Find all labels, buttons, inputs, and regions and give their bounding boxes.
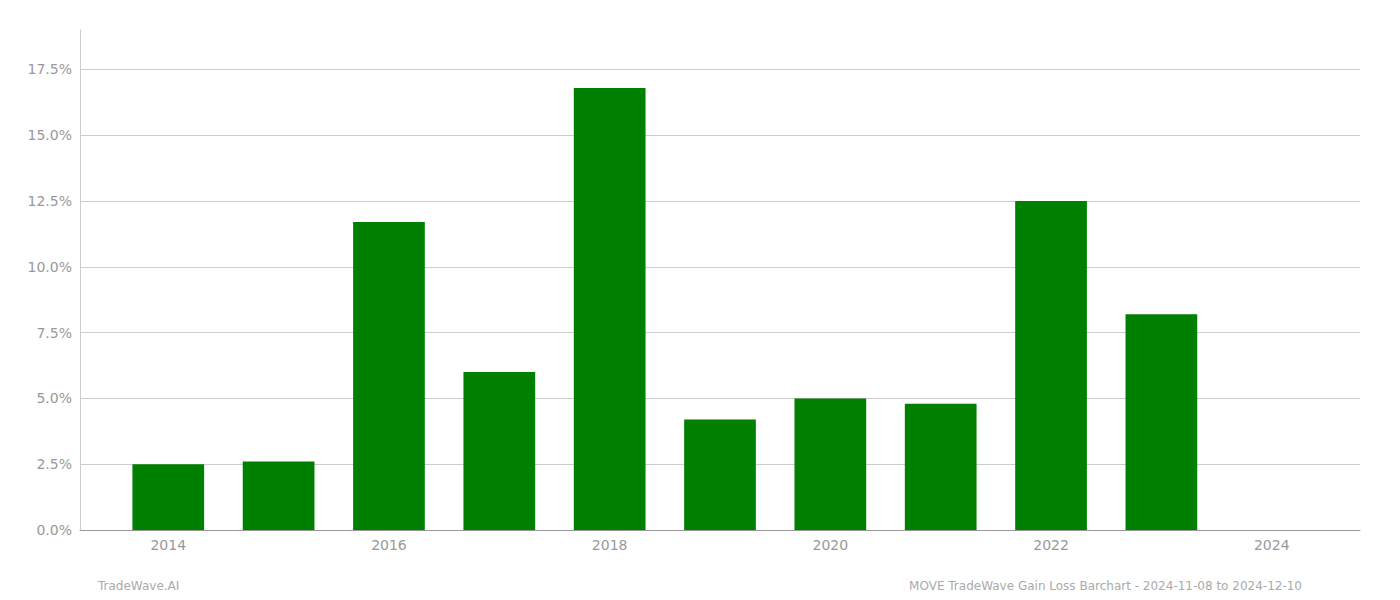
svg-text:2020: 2020 — [813, 537, 849, 553]
svg-text:2018: 2018 — [592, 537, 628, 553]
svg-text:MOVE TradeWave Gain Loss Barch: MOVE TradeWave Gain Loss Barchart - 2024… — [909, 579, 1302, 593]
svg-text:2016: 2016 — [371, 537, 407, 553]
svg-text:10.0%: 10.0% — [28, 259, 72, 275]
svg-text:0.0%: 0.0% — [36, 522, 72, 538]
svg-text:TradeWave.AI: TradeWave.AI — [97, 579, 179, 593]
svg-text:2014: 2014 — [150, 537, 186, 553]
svg-text:5.0%: 5.0% — [36, 390, 72, 406]
svg-text:2024: 2024 — [1254, 537, 1290, 553]
svg-text:12.5%: 12.5% — [28, 193, 72, 209]
svg-text:15.0%: 15.0% — [28, 127, 72, 143]
svg-text:17.5%: 17.5% — [28, 61, 72, 77]
svg-text:2.5%: 2.5% — [36, 456, 72, 472]
svg-text:7.5%: 7.5% — [36, 325, 72, 341]
svg-text:2022: 2022 — [1033, 537, 1069, 553]
